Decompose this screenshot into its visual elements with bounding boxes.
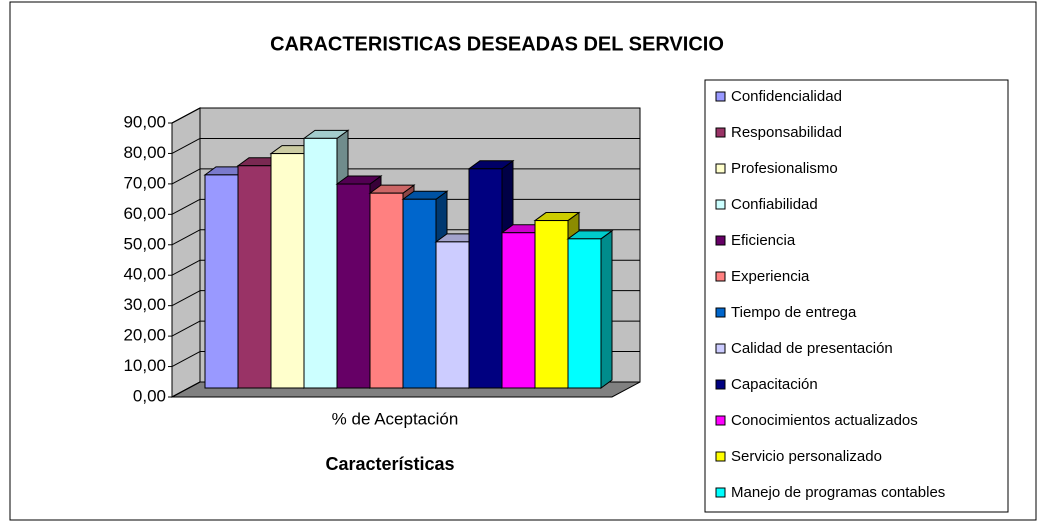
legend-swatch — [715, 199, 726, 210]
bar — [237, 165, 272, 389]
legend-label: Confidencialidad — [731, 88, 842, 105]
grid-line — [171, 320, 201, 337]
legend — [704, 79, 1009, 513]
legend-label: Profesionalismo — [731, 160, 838, 177]
legend-swatch — [715, 235, 726, 246]
legend-label: Experiencia — [731, 268, 810, 285]
legend-swatch — [715, 91, 726, 102]
bar — [468, 168, 503, 389]
y-tick-label: 50,00 — [123, 234, 166, 253]
y-tick-label: 40,00 — [123, 265, 166, 284]
legend-label: Eficiencia — [731, 232, 796, 249]
grid-line — [171, 229, 201, 246]
grid-line — [171, 351, 201, 367]
chart-title: CARACTERISTICAS DESEADAS DEL SERVICIO — [270, 33, 724, 55]
legend-label: Tiempo de entrega — [731, 304, 857, 321]
legend-swatch — [715, 415, 726, 426]
y-tick-label: 0,00 — [133, 386, 166, 405]
y-tick-label: 70,00 — [123, 173, 166, 192]
legend-label: Manejo de programas contables — [731, 484, 945, 501]
legend-label: Conocimientos actualizados — [731, 412, 918, 429]
grid-line — [171, 290, 201, 307]
bar — [534, 220, 569, 389]
grid-line — [171, 168, 201, 185]
bar — [567, 238, 602, 389]
legend-swatch — [715, 487, 726, 498]
y-tick-label: 90,00 — [123, 112, 166, 131]
legend-label: Calidad de presentación — [731, 340, 893, 357]
y-tick-label: 80,00 — [123, 143, 166, 162]
bar — [369, 192, 404, 389]
legend-label: Servicio personalizado — [731, 448, 882, 465]
bar-side — [600, 229, 613, 389]
legend-swatch — [715, 343, 726, 354]
grid-line — [171, 259, 201, 276]
bar — [435, 241, 470, 389]
bar — [501, 232, 536, 389]
grid-line — [171, 107, 201, 124]
legend-swatch — [715, 451, 726, 462]
bar — [303, 137, 338, 389]
legend-label: Responsabilidad — [731, 124, 842, 141]
bar — [402, 198, 437, 389]
legend-swatch — [715, 307, 726, 318]
legend-swatch — [715, 127, 726, 138]
y-tick-label: 20,00 — [123, 326, 166, 345]
y-tick-label: 30,00 — [123, 295, 166, 314]
grid-line — [171, 138, 201, 154]
x-axis-title: Características — [325, 454, 454, 474]
bar — [336, 183, 371, 389]
legend-swatch — [715, 271, 726, 282]
legend-label: Confiabilidad — [731, 196, 818, 213]
bar — [270, 153, 305, 389]
y-tick-label: 60,00 — [123, 204, 166, 223]
legend-swatch — [715, 163, 726, 174]
bar — [204, 174, 239, 389]
legend-swatch — [715, 379, 726, 390]
x-tick-label: % de Aceptación — [332, 409, 459, 428]
grid-line — [171, 198, 201, 215]
legend-label: Capacitación — [731, 376, 818, 393]
y-tick-label: 10,00 — [123, 356, 166, 375]
grid-line — [171, 381, 201, 398]
